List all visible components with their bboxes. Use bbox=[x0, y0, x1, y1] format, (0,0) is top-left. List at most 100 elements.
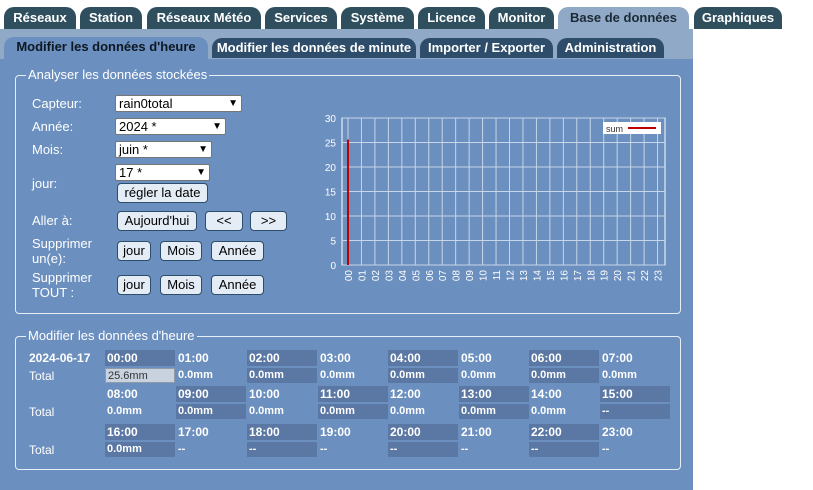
x-tick-label: 20 bbox=[613, 270, 624, 282]
x-tick-label: 08 bbox=[452, 270, 463, 282]
hour-label: 15:00 bbox=[600, 386, 670, 402]
chevron-down-icon: ▼ bbox=[228, 96, 238, 111]
hourly-date: 2024-06-17 bbox=[29, 351, 90, 365]
data-bar bbox=[347, 140, 349, 265]
month-select[interactable]: juin * ▼ bbox=[115, 141, 212, 158]
x-tick-label: 04 bbox=[398, 270, 409, 282]
hour-label: 09:00 bbox=[176, 386, 246, 402]
hour-value[interactable]: 0.0mm bbox=[176, 368, 246, 383]
tab-importer-exporter[interactable]: Importer / Exporter bbox=[420, 38, 553, 58]
sub-nav: Modifier les données d'heure Modifier le… bbox=[0, 29, 693, 59]
hour-value[interactable]: 0.0mm bbox=[318, 404, 388, 419]
delete-all-year-button[interactable]: Année bbox=[211, 275, 264, 295]
tab-base-de-donnees[interactable]: Base de données bbox=[558, 7, 689, 30]
y-tick-label: 15 bbox=[325, 188, 337, 199]
next-button[interactable]: >> bbox=[250, 211, 287, 231]
day-select[interactable]: 17 * ▼ bbox=[115, 164, 210, 181]
today-button[interactable]: Aujourd'hui bbox=[117, 211, 197, 231]
y-tick-label: 25 bbox=[325, 139, 337, 150]
tab-reseaux-meteo[interactable]: Réseaux Météo bbox=[147, 7, 261, 29]
month-select-value: juin * bbox=[119, 142, 148, 157]
rain-chart: 05101520253000 01 02 03 04 05 06 07 08 09 10 11 12 13… bbox=[312, 110, 672, 290]
hour-value[interactable]: 0.0mm bbox=[459, 404, 529, 419]
x-tick-label: 10 bbox=[479, 270, 490, 282]
hour-label: 10:00 bbox=[247, 386, 317, 402]
hour-value[interactable]: 0.0mm bbox=[176, 404, 246, 419]
hour-value[interactable]: 0.0mm bbox=[529, 368, 599, 383]
hour-value[interactable]: 0.0mm bbox=[247, 404, 317, 419]
hour-label: 13:00 bbox=[459, 386, 529, 402]
hour-label: 01:00 bbox=[176, 350, 246, 366]
x-tick-label: 00 bbox=[344, 270, 355, 282]
year-select-value: 2024 * bbox=[119, 119, 157, 134]
hour-label: 07:00 bbox=[600, 350, 670, 366]
hour-value[interactable]: -- bbox=[176, 442, 246, 457]
tab-systeme[interactable]: Système bbox=[341, 7, 414, 29]
x-tick-label: 05 bbox=[411, 270, 422, 282]
y-tick-label: 30 bbox=[325, 114, 337, 125]
hour-value[interactable]: -- bbox=[318, 442, 388, 457]
hour-value[interactable]: -- bbox=[600, 404, 670, 419]
delete-all-day-button[interactable]: jour bbox=[117, 275, 151, 295]
hour-value[interactable]: 0.0mm bbox=[318, 368, 388, 383]
y-tick-label: 5 bbox=[330, 237, 336, 248]
year-label: Année: bbox=[32, 119, 73, 134]
delete-all-month-button[interactable]: Mois bbox=[160, 275, 202, 295]
total-label: Total bbox=[29, 405, 54, 419]
set-date-button[interactable]: régler la date bbox=[117, 183, 208, 203]
tab-services[interactable]: Services bbox=[265, 7, 337, 29]
hour-value[interactable]: -- bbox=[388, 442, 458, 457]
legend-label: sum bbox=[606, 124, 623, 134]
x-tick-label: 13 bbox=[519, 270, 530, 282]
tab-modifier-heure[interactable]: Modifier les données d'heure bbox=[4, 37, 208, 59]
hour-label: 04:00 bbox=[388, 350, 458, 366]
hour-label: 03:00 bbox=[318, 350, 388, 366]
hour-label: 17:00 bbox=[176, 424, 246, 440]
hour-value[interactable]: 0.0mm bbox=[459, 368, 529, 383]
hour-label: 22:00 bbox=[529, 424, 599, 440]
hour-label: 06:00 bbox=[529, 350, 599, 366]
prev-button[interactable]: << bbox=[205, 211, 243, 231]
tab-modifier-minute[interactable]: Modifier les données de minute bbox=[212, 38, 416, 58]
day-label: jour: bbox=[32, 176, 57, 191]
tab-administration[interactable]: Administration bbox=[557, 38, 664, 58]
hour-value[interactable]: 0.0mm bbox=[388, 404, 458, 419]
delete-one-year-button[interactable]: Année bbox=[211, 241, 264, 261]
hour-label: 18:00 bbox=[247, 424, 317, 440]
hour-value[interactable]: -- bbox=[529, 442, 599, 457]
x-tick-label: 14 bbox=[532, 270, 543, 282]
tab-monitor[interactable]: Monitor bbox=[489, 7, 554, 29]
hour-value[interactable]: 0.0mm bbox=[600, 368, 670, 383]
hour-value[interactable]: 25.6mm bbox=[105, 368, 175, 383]
hour-value[interactable]: 0.0mm bbox=[529, 404, 599, 419]
x-tick-label: 11 bbox=[492, 270, 503, 281]
x-tick-label: 22 bbox=[640, 270, 651, 282]
delete-one-month-button[interactable]: Mois bbox=[160, 241, 202, 261]
delete-one-day-button[interactable]: jour bbox=[117, 241, 151, 261]
hour-value[interactable]: -- bbox=[459, 442, 529, 457]
hour-label: 21:00 bbox=[459, 424, 529, 440]
hour-value[interactable]: 0.0mm bbox=[388, 368, 458, 383]
tab-station[interactable]: Station bbox=[80, 7, 142, 29]
hour-value[interactable]: -- bbox=[600, 442, 670, 457]
total-label: Total bbox=[29, 443, 54, 457]
hour-label: 11:00 bbox=[318, 386, 388, 402]
y-tick-label: 10 bbox=[325, 212, 337, 223]
chevron-down-icon: ▼ bbox=[196, 165, 206, 180]
sensor-select[interactable]: rain0total ▼ bbox=[115, 95, 242, 112]
hourly-legend: Modifier les données d'heure bbox=[26, 328, 197, 343]
hour-value[interactable]: 0.0mm bbox=[105, 404, 175, 419]
hour-value[interactable]: -- bbox=[247, 442, 317, 457]
chevron-down-icon: ▼ bbox=[198, 142, 208, 157]
hour-label: 19:00 bbox=[318, 424, 388, 440]
tab-reseaux[interactable]: Réseaux bbox=[4, 7, 76, 29]
hour-value[interactable]: 0.0mm bbox=[105, 442, 175, 457]
hour-label: 02:00 bbox=[247, 350, 317, 366]
goto-label: Aller à: bbox=[32, 213, 72, 228]
year-select[interactable]: 2024 * ▼ bbox=[115, 118, 226, 135]
tab-graphiques[interactable]: Graphiques bbox=[694, 7, 782, 29]
day-select-value: 17 * bbox=[119, 165, 142, 180]
x-tick-label: 06 bbox=[425, 270, 436, 282]
tab-licence[interactable]: Licence bbox=[418, 7, 485, 29]
hour-value[interactable]: 0.0mm bbox=[247, 368, 317, 383]
